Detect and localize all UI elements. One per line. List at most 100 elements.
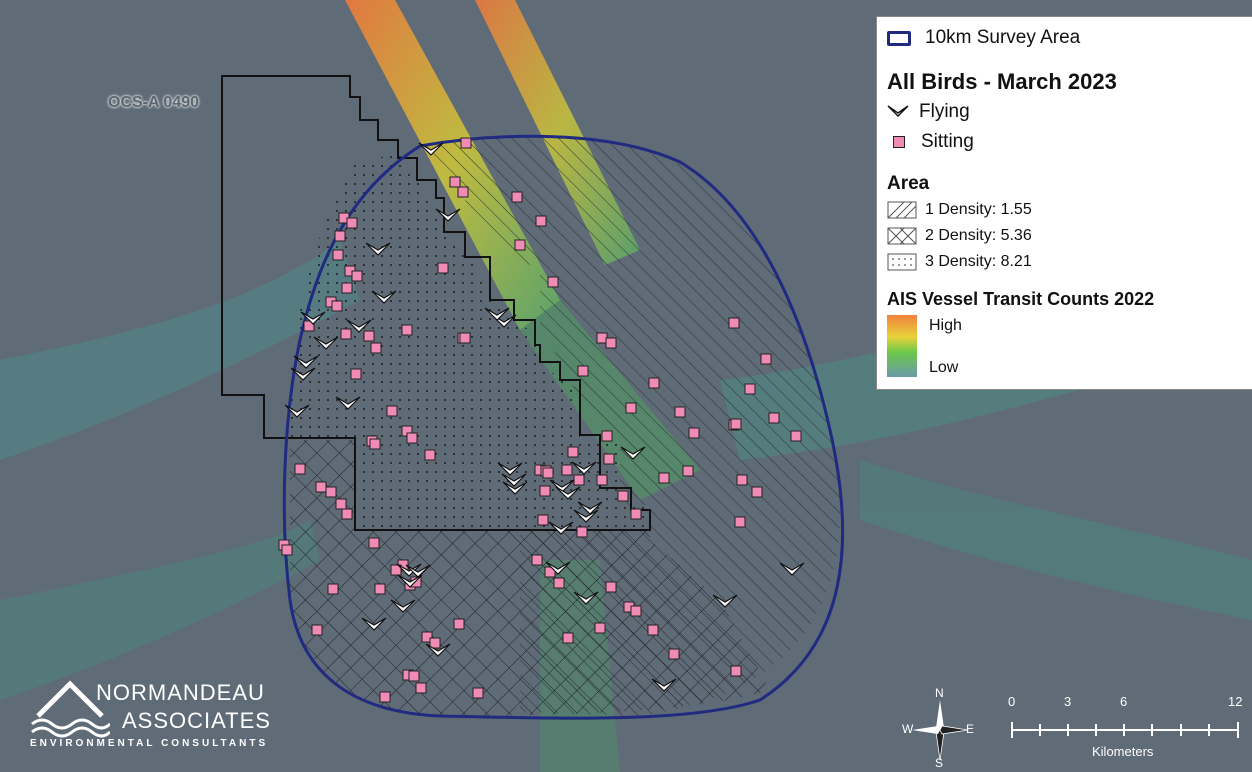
sitting-bird-marker [460,333,470,343]
sitting-bird-marker [532,555,542,565]
area-title: Area [887,173,929,195]
ais-title: AIS Vessel Transit Counts 2022 [887,289,1154,310]
sitting-bird-marker [631,606,641,616]
sitting-bird-marker [342,283,352,293]
sitting-bird-marker [568,447,578,457]
sitting-bird-marker [282,545,292,555]
sitting-bird-marker [595,623,605,633]
area-1-label: 1 Density: 1.55 [925,201,1032,219]
map-legend: 10km Survey Area All Birds - March 2023 … [876,16,1252,390]
dots-swatch [887,253,917,271]
sitting-bird-marker [538,515,548,525]
sitting-bird-marker [731,419,741,429]
legend-sitting: Sitting [887,131,974,153]
sitting-bird-marker [371,343,381,353]
east-label: E [966,722,974,736]
sitting-bird-marker [458,187,468,197]
sitting-bird-marker [387,406,397,416]
sitting-bird-marker [554,578,564,588]
sitting-bird-marker [606,338,616,348]
ais-high-label: High [929,317,962,335]
sitting-bird-marker [312,625,322,635]
sitting-bird-marker [648,625,658,635]
sitting-bird-marker [683,466,693,476]
sitting-bird-marker [375,584,385,594]
legend-flying: Flying [887,101,970,123]
sitting-bird-marker [737,475,747,485]
scale-tick-3: 3 [1064,694,1071,709]
area-3-label: 3 Density: 8.21 [925,253,1032,271]
sitting-bird-marker [604,454,614,464]
area-2-label: 2 Density: 5.36 [925,227,1032,245]
legend-area-1: 1 Density: 1.55 [887,201,1032,219]
scale-bar: 0 3 6 12 Kilometers [1000,690,1250,770]
survey-area-swatch [887,31,911,46]
sitting-bird-marker [675,407,685,417]
sitting-label: Sitting [921,131,974,153]
sitting-bird-marker [430,638,440,648]
sitting-bird-marker [335,231,345,241]
west-label: W [902,722,913,736]
sitting-bird-marker [735,517,745,527]
scale-tick-12: 12 [1228,694,1242,709]
sitting-bird-marker [731,666,741,676]
scale-tick-6: 6 [1120,694,1127,709]
sitting-bird-marker [562,465,572,475]
normandeau-logo: NORMANDEAU ASSOCIATES ENVIRONMENTAL CONS… [30,676,280,756]
sitting-bird-marker [416,683,426,693]
sitting-bird-marker [769,413,779,423]
sitting-bird-marker [512,192,522,202]
flying-label: Flying [919,101,970,123]
sitting-bird-marker [351,369,361,379]
sitting-bird-marker [577,527,587,537]
sitting-bird-marker [543,468,553,478]
legend-survey-area: 10km Survey Area [887,27,1080,49]
sitting-bird-marker [332,301,342,311]
sitting-bird-marker [515,240,525,250]
south-label: S [935,756,943,770]
sitting-bird-marker [402,325,412,335]
sitting-bird-marker [689,428,699,438]
sitting-bird-marker [791,431,801,441]
cross-hatch-swatch [887,227,917,245]
sitting-bird-marker [347,218,357,228]
sitting-bird-marker [295,464,305,474]
survey-area-label: 10km Survey Area [925,27,1080,49]
sitting-bird-marker [380,692,390,702]
sitting-bird-marker [752,487,762,497]
sitting-bird-marker [336,499,346,509]
sitting-bird-marker [369,538,379,548]
sitting-bird-marker [352,271,362,281]
ais-color-ramp [887,315,917,377]
sitting-bird-marker [328,584,338,594]
sitting-bird-marker [597,475,607,485]
sitting-bird-marker [341,329,351,339]
sitting-bird-marker [631,509,641,519]
sitting-bird-icon [893,136,905,148]
sitting-bird-marker [316,482,326,492]
north-label: N [935,686,944,700]
sitting-bird-marker [370,439,380,449]
sitting-bird-marker [333,250,343,260]
lease-area-label: OCS-A 0490 [108,94,199,112]
sitting-bird-marker [548,277,558,287]
legend-area-2: 2 Density: 5.36 [887,227,1032,245]
sitting-bird-marker [626,403,636,413]
sitting-bird-marker [342,509,352,519]
sitting-bird-marker [364,331,374,341]
sitting-bird-marker [761,354,771,364]
sitting-bird-marker [454,619,464,629]
sitting-bird-marker [425,450,435,460]
scale-unit: Kilometers [1092,744,1153,759]
sitting-bird-marker [659,473,669,483]
sitting-bird-marker [563,633,573,643]
flying-bird-icon [887,104,909,120]
scale-tick-0: 0 [1008,694,1015,709]
sitting-bird-marker [602,431,612,441]
sitting-bird-marker [473,688,483,698]
sitting-bird-marker [326,487,336,497]
sitting-bird-marker [649,378,659,388]
sitting-bird-marker [450,177,460,187]
sitting-bird-marker [729,318,739,328]
logo-line-1: NORMANDEAU [96,680,265,706]
